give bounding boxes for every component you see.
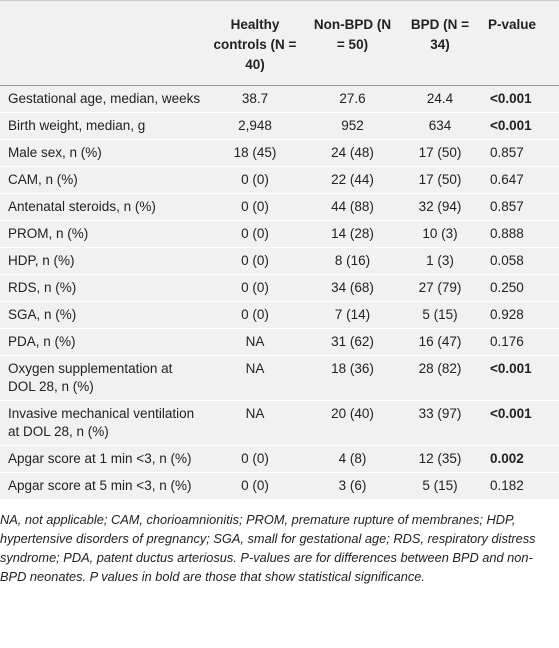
cell: 12 (35) (400, 445, 480, 473)
row-label: RDS, n (%) (0, 274, 205, 302)
cell: 44 (88) (305, 193, 400, 221)
cell: 0 (0) (205, 247, 305, 275)
table-row: Gestational age, median, weeks 38.7 27.6 24… (0, 85, 559, 113)
row-label: Apgar score at 5 min <3, n (%) (0, 472, 205, 500)
table-row: PROM, n (%) 0 (0) 14 (28) 10 (3) 0.888 (0, 220, 559, 248)
cell: 17 (50) (400, 166, 480, 194)
row-label: CAM, n (%) (0, 166, 205, 194)
cell: 0 (0) (205, 220, 305, 248)
cell: 32 (94) (400, 193, 480, 221)
table-row: SGA, n (%) 0 (0) 7 (14) 5 (15) 0.928 (0, 301, 559, 329)
cell: NA (205, 355, 305, 401)
cell: 8 (16) (305, 247, 400, 275)
header-blank (0, 0, 205, 86)
table-row: Antenatal steroids, n (%) 0 (0) 44 (88) 32 … (0, 193, 559, 221)
cell: NA (205, 328, 305, 356)
cell: 27 (79) (400, 274, 480, 302)
cell: 14 (28) (305, 220, 400, 248)
cell: 0.176 (480, 328, 559, 356)
table-row: Apgar score at 1 min <3, n (%) 0 (0) 4 (8)… (0, 445, 559, 473)
table-row: Birth weight, median, g 2,948 952 634 <0.001 (0, 112, 559, 140)
row-label: Invasive mechanical ventilation at DOL 2… (0, 400, 205, 446)
cell: 17 (50) (400, 139, 480, 167)
table-row: PDA, n (%) NA 31 (62) 16 (47) 0.176 (0, 328, 559, 356)
cell: 22 (44) (305, 166, 400, 194)
cell: <0.001 (480, 355, 559, 401)
cell: 0 (0) (205, 166, 305, 194)
cell: 952 (305, 112, 400, 140)
cell: 0 (0) (205, 193, 305, 221)
cell: 0 (0) (205, 472, 305, 500)
cell: 31 (62) (305, 328, 400, 356)
column-header: BPD (N = 34) (400, 0, 480, 86)
cell: 24.4 (400, 85, 480, 113)
cell: 0 (0) (205, 445, 305, 473)
cell: 0.058 (480, 247, 559, 275)
row-label: Birth weight, median, g (0, 112, 205, 140)
column-header: Non-BPD (N = 50) (305, 0, 400, 86)
cell: 0 (0) (205, 301, 305, 329)
cell: 0.250 (480, 274, 559, 302)
table-row: HDP, n (%) 0 (0) 8 (16) 1 (3) 0.058 (0, 247, 559, 275)
row-label: Gestational age, median, weeks (0, 85, 205, 113)
cell: 10 (3) (400, 220, 480, 248)
cell: 0.888 (480, 220, 559, 248)
cell: 0.928 (480, 301, 559, 329)
cell: 24 (48) (305, 139, 400, 167)
table-row: Male sex, n (%) 18 (45) 24 (48) 17 (50) 0.85… (0, 139, 559, 167)
cell: 27.6 (305, 85, 400, 113)
row-label: Apgar score at 1 min <3, n (%) (0, 445, 205, 473)
cell: 634 (400, 112, 480, 140)
cell: 16 (47) (400, 328, 480, 356)
cell: 38.7 (205, 85, 305, 113)
cell: <0.001 (480, 85, 559, 113)
cell: 0.182 (480, 472, 559, 500)
row-label: Antenatal steroids, n (%) (0, 193, 205, 221)
column-header: Healthy controls (N = 40) (205, 0, 305, 86)
row-label: Oxygen supplementation at DOL 28, n (%) (0, 355, 205, 401)
cell: 3 (6) (305, 472, 400, 500)
cell: 33 (97) (400, 400, 480, 446)
row-label: PDA, n (%) (0, 328, 205, 356)
cell: 2,948 (205, 112, 305, 140)
column-header: P-value (480, 0, 559, 86)
cell: 1 (3) (400, 247, 480, 275)
cell: 4 (8) (305, 445, 400, 473)
cell: 28 (82) (400, 355, 480, 401)
cell: <0.001 (480, 112, 559, 140)
row-label: PROM, n (%) (0, 220, 205, 248)
data-table: Healthy controls (N = 40) Non-BPD (N = 50… (0, 0, 559, 500)
table-row: Oxygen supplementation at DOL 28, n (%) N… (0, 355, 559, 401)
cell: 5 (15) (400, 472, 480, 500)
cell: 0.857 (480, 193, 559, 221)
row-label: SGA, n (%) (0, 301, 205, 329)
cell: 20 (40) (305, 400, 400, 446)
cell: 0.857 (480, 139, 559, 167)
cell: 0.002 (480, 445, 559, 473)
header-row: Healthy controls (N = 40) Non-BPD (N = 50… (0, 0, 559, 86)
row-label: Male sex, n (%) (0, 139, 205, 167)
cell: 5 (15) (400, 301, 480, 329)
cell: NA (205, 400, 305, 446)
cell: 0.647 (480, 166, 559, 194)
table-row: CAM, n (%) 0 (0) 22 (44) 17 (50) 0.647 (0, 166, 559, 194)
cell: 7 (14) (305, 301, 400, 329)
cell: 0 (0) (205, 274, 305, 302)
row-label: HDP, n (%) (0, 247, 205, 275)
cell: 18 (36) (305, 355, 400, 401)
cell: 34 (68) (305, 274, 400, 302)
table-row: Apgar score at 5 min <3, n (%) 0 (0) 3 (6)… (0, 472, 559, 500)
cell: <0.001 (480, 400, 559, 446)
table-row: RDS, n (%) 0 (0) 34 (68) 27 (79) 0.250 (0, 274, 559, 302)
cell: 18 (45) (205, 139, 305, 167)
table-row: Invasive mechanical ventilation at DOL 2… (0, 400, 559, 446)
footnote: NA, not applicable; CAM, chorioamnioniti… (0, 512, 536, 584)
